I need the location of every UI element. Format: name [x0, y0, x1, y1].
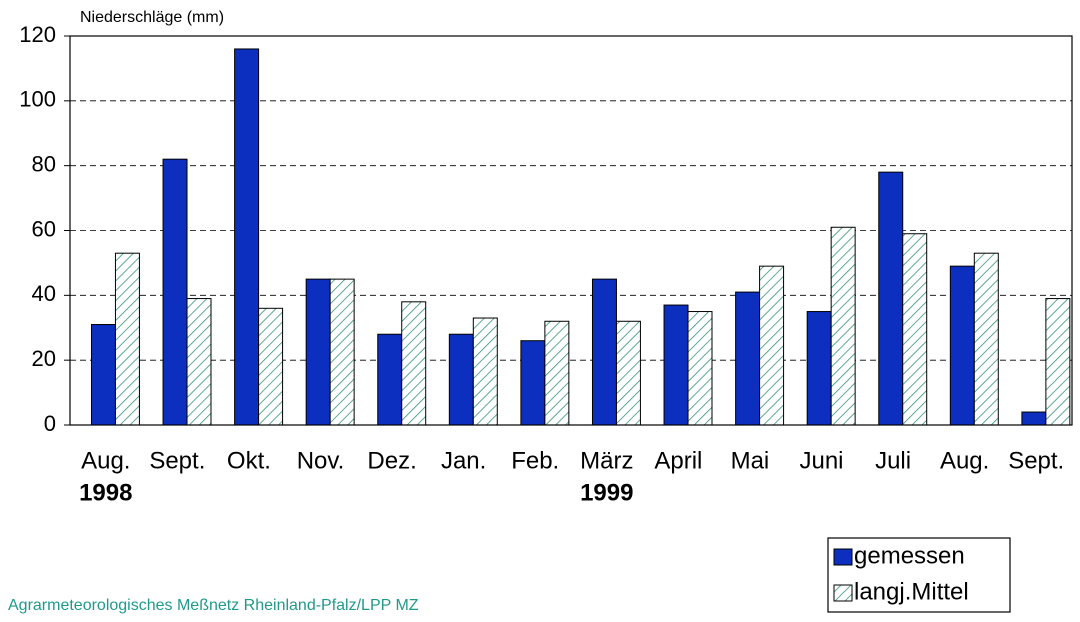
bar	[162, 158, 188, 426]
bar	[258, 307, 284, 426]
bar	[759, 265, 785, 426]
y-tick-label: 120	[19, 22, 56, 47]
bar	[830, 226, 856, 426]
legend-box	[827, 537, 1011, 613]
bar	[902, 233, 928, 426]
bar	[1045, 298, 1071, 426]
x-tick-label: Feb.	[511, 447, 559, 474]
bar	[114, 252, 140, 426]
bar	[1021, 411, 1047, 426]
bar	[520, 340, 546, 426]
year-label: 1999	[580, 479, 633, 506]
bar	[472, 317, 498, 426]
source-note: Agrarmeteorologisches Meßnetz Rheinland-…	[8, 597, 419, 614]
y-tick-label: 20	[32, 346, 56, 371]
legend-swatch	[833, 548, 853, 566]
y-tick-label: 100	[19, 87, 56, 112]
y-tick-label: 60	[32, 216, 56, 241]
bar	[305, 278, 331, 426]
bar	[234, 48, 260, 426]
bar	[90, 324, 116, 426]
year-label: 1998	[79, 479, 132, 506]
bar	[329, 278, 355, 426]
x-tick-label: Dez.	[367, 447, 416, 474]
legend-label: langj.Mittel	[854, 578, 969, 605]
bar	[377, 333, 403, 426]
y-tick-label: 40	[32, 281, 56, 306]
x-tick-label: Aug.	[81, 447, 130, 474]
bar	[401, 301, 427, 426]
plot-frame	[69, 35, 1073, 426]
y-tick-label: 0	[44, 411, 56, 436]
bar	[878, 171, 904, 426]
x-tick-label: Juli	[875, 447, 911, 474]
bar	[687, 311, 713, 426]
bar	[949, 265, 975, 426]
bar	[806, 311, 832, 426]
x-tick-label: Aug.	[940, 447, 989, 474]
bar	[544, 320, 570, 426]
y-axis-label: Niederschläge (mm)	[80, 9, 224, 26]
bar	[591, 278, 617, 426]
bar	[663, 304, 689, 426]
legend-swatch	[833, 584, 853, 602]
x-tick-label: Okt.	[227, 447, 271, 474]
x-tick-label: Nov.	[297, 447, 345, 474]
bar	[615, 320, 641, 426]
bar	[186, 298, 212, 426]
x-tick-label: Jan.	[441, 447, 486, 474]
x-tick-label: Sept.	[149, 447, 205, 474]
bar	[973, 252, 999, 426]
bar	[448, 333, 474, 426]
y-tick-label: 80	[32, 151, 56, 176]
x-tick-label: April	[654, 447, 702, 474]
x-tick-label: Sept.	[1008, 447, 1064, 474]
x-tick-label: Juni	[799, 447, 843, 474]
x-tick-label: März	[580, 447, 633, 474]
x-tick-label: Mai	[731, 447, 770, 474]
bar	[735, 291, 761, 426]
legend-label: gemessen	[854, 542, 965, 569]
